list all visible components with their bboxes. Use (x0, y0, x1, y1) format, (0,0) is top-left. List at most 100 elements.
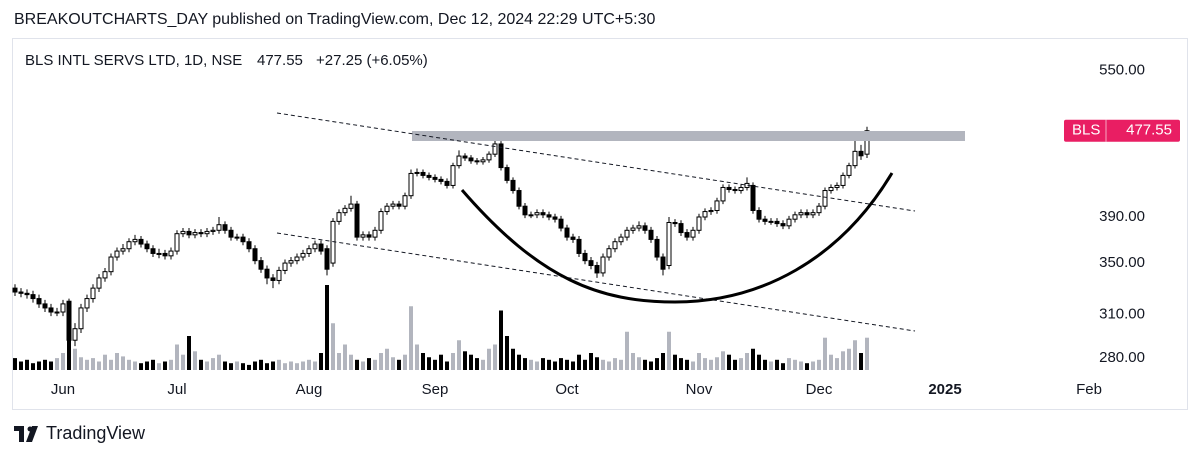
candle-body (486, 153, 492, 161)
candle-body (84, 298, 90, 309)
volume-bar (283, 363, 287, 370)
candle-body (54, 311, 60, 314)
candle-body (552, 216, 558, 220)
candle-body (582, 252, 588, 262)
volume-bar (763, 359, 767, 370)
legend: BLS INTL SERVS LTD, 1D, NSE 477.55 +27.2… (25, 52, 428, 69)
volume-bar (799, 361, 803, 370)
publisher-line: BREAKOUTCHARTS_DAY published on TradingV… (14, 11, 655, 28)
volume-bar (697, 353, 701, 370)
candle-body (648, 229, 654, 240)
candle-body (492, 143, 498, 155)
candle-body (588, 260, 594, 267)
volume-bar (187, 336, 191, 370)
candle-body (66, 300, 72, 341)
volume-bar (271, 361, 275, 370)
volume-bar (499, 310, 503, 370)
candle-body (624, 229, 630, 238)
candle-body (48, 307, 54, 313)
volume-bar (73, 348, 77, 370)
volume-bar (217, 354, 221, 370)
candle-body (654, 238, 660, 258)
x-tick-label: Jul (167, 381, 186, 398)
candle-body (858, 150, 864, 157)
volume-bar (835, 358, 839, 370)
volume-bar (115, 353, 119, 370)
candle-body (408, 172, 414, 197)
volume-bar (613, 358, 617, 370)
volume-bar (721, 351, 725, 370)
volume-bar (805, 363, 809, 370)
volume-bar (403, 354, 407, 370)
volume-bar (457, 340, 461, 370)
candle-body (360, 234, 366, 238)
candle-body (804, 212, 810, 216)
volume-bar (553, 361, 557, 370)
volume-bar (445, 361, 449, 370)
candle-body (708, 209, 714, 213)
volume-bar (253, 361, 257, 370)
volume-bar (493, 344, 497, 370)
candle-body (786, 218, 792, 227)
candle-body (336, 212, 342, 222)
candle-body (600, 256, 606, 274)
candle-body (450, 165, 456, 186)
candle-body (678, 223, 684, 234)
volume-bar (643, 359, 647, 370)
volume-bar (811, 361, 815, 370)
candle-body (636, 225, 642, 229)
volume-bar (775, 359, 779, 370)
candle-body (324, 248, 330, 270)
candle-body (186, 230, 192, 236)
volume-bar (625, 331, 629, 370)
candle-body (690, 229, 696, 238)
candle-body (366, 234, 372, 238)
volume-bar (331, 323, 335, 370)
candle-body (144, 243, 150, 250)
drawings (276, 112, 965, 332)
volume-bar (199, 359, 203, 370)
volume-bar (205, 361, 209, 370)
candle-body (564, 227, 570, 238)
candle-body (30, 294, 36, 300)
volume-bar (175, 344, 179, 370)
candle-body (246, 241, 252, 250)
volume-bar (715, 357, 719, 370)
candle-body (132, 238, 138, 243)
volume-bar (619, 359, 623, 370)
candle-body (78, 307, 84, 330)
y-tick-label: 310.00 (1099, 306, 1145, 323)
volume-bar (547, 359, 551, 370)
volume-bar (787, 358, 791, 370)
x-tick-label: Oct (555, 381, 579, 398)
volume-bar (121, 356, 125, 370)
candle-body (252, 248, 258, 262)
volume-bar (91, 358, 95, 370)
volume-bar (451, 353, 455, 370)
footer: TradingView (14, 423, 146, 443)
candle-body (684, 232, 690, 238)
volume-bar (727, 354, 731, 370)
candle-body (204, 230, 210, 235)
x-tick-label: Sep (422, 381, 449, 398)
candle-body (462, 155, 468, 159)
candle-body (198, 232, 204, 235)
volume-bar (793, 359, 797, 370)
candle-body (354, 203, 360, 238)
candle-body (372, 229, 378, 238)
candle-body (792, 214, 798, 220)
volume-bar (211, 358, 215, 370)
candle-body (846, 165, 852, 176)
candle-body (546, 214, 552, 218)
volume-bar (847, 348, 851, 370)
candle-body (294, 256, 300, 262)
resistance-zone (412, 131, 965, 141)
candle-body (612, 241, 618, 250)
candle-body (258, 260, 264, 270)
candle-body (666, 221, 672, 267)
volume-bar (181, 354, 185, 370)
candle-body (606, 248, 612, 258)
volume-bar (859, 353, 863, 370)
candle-body (756, 209, 762, 220)
volume-bar (277, 359, 281, 370)
